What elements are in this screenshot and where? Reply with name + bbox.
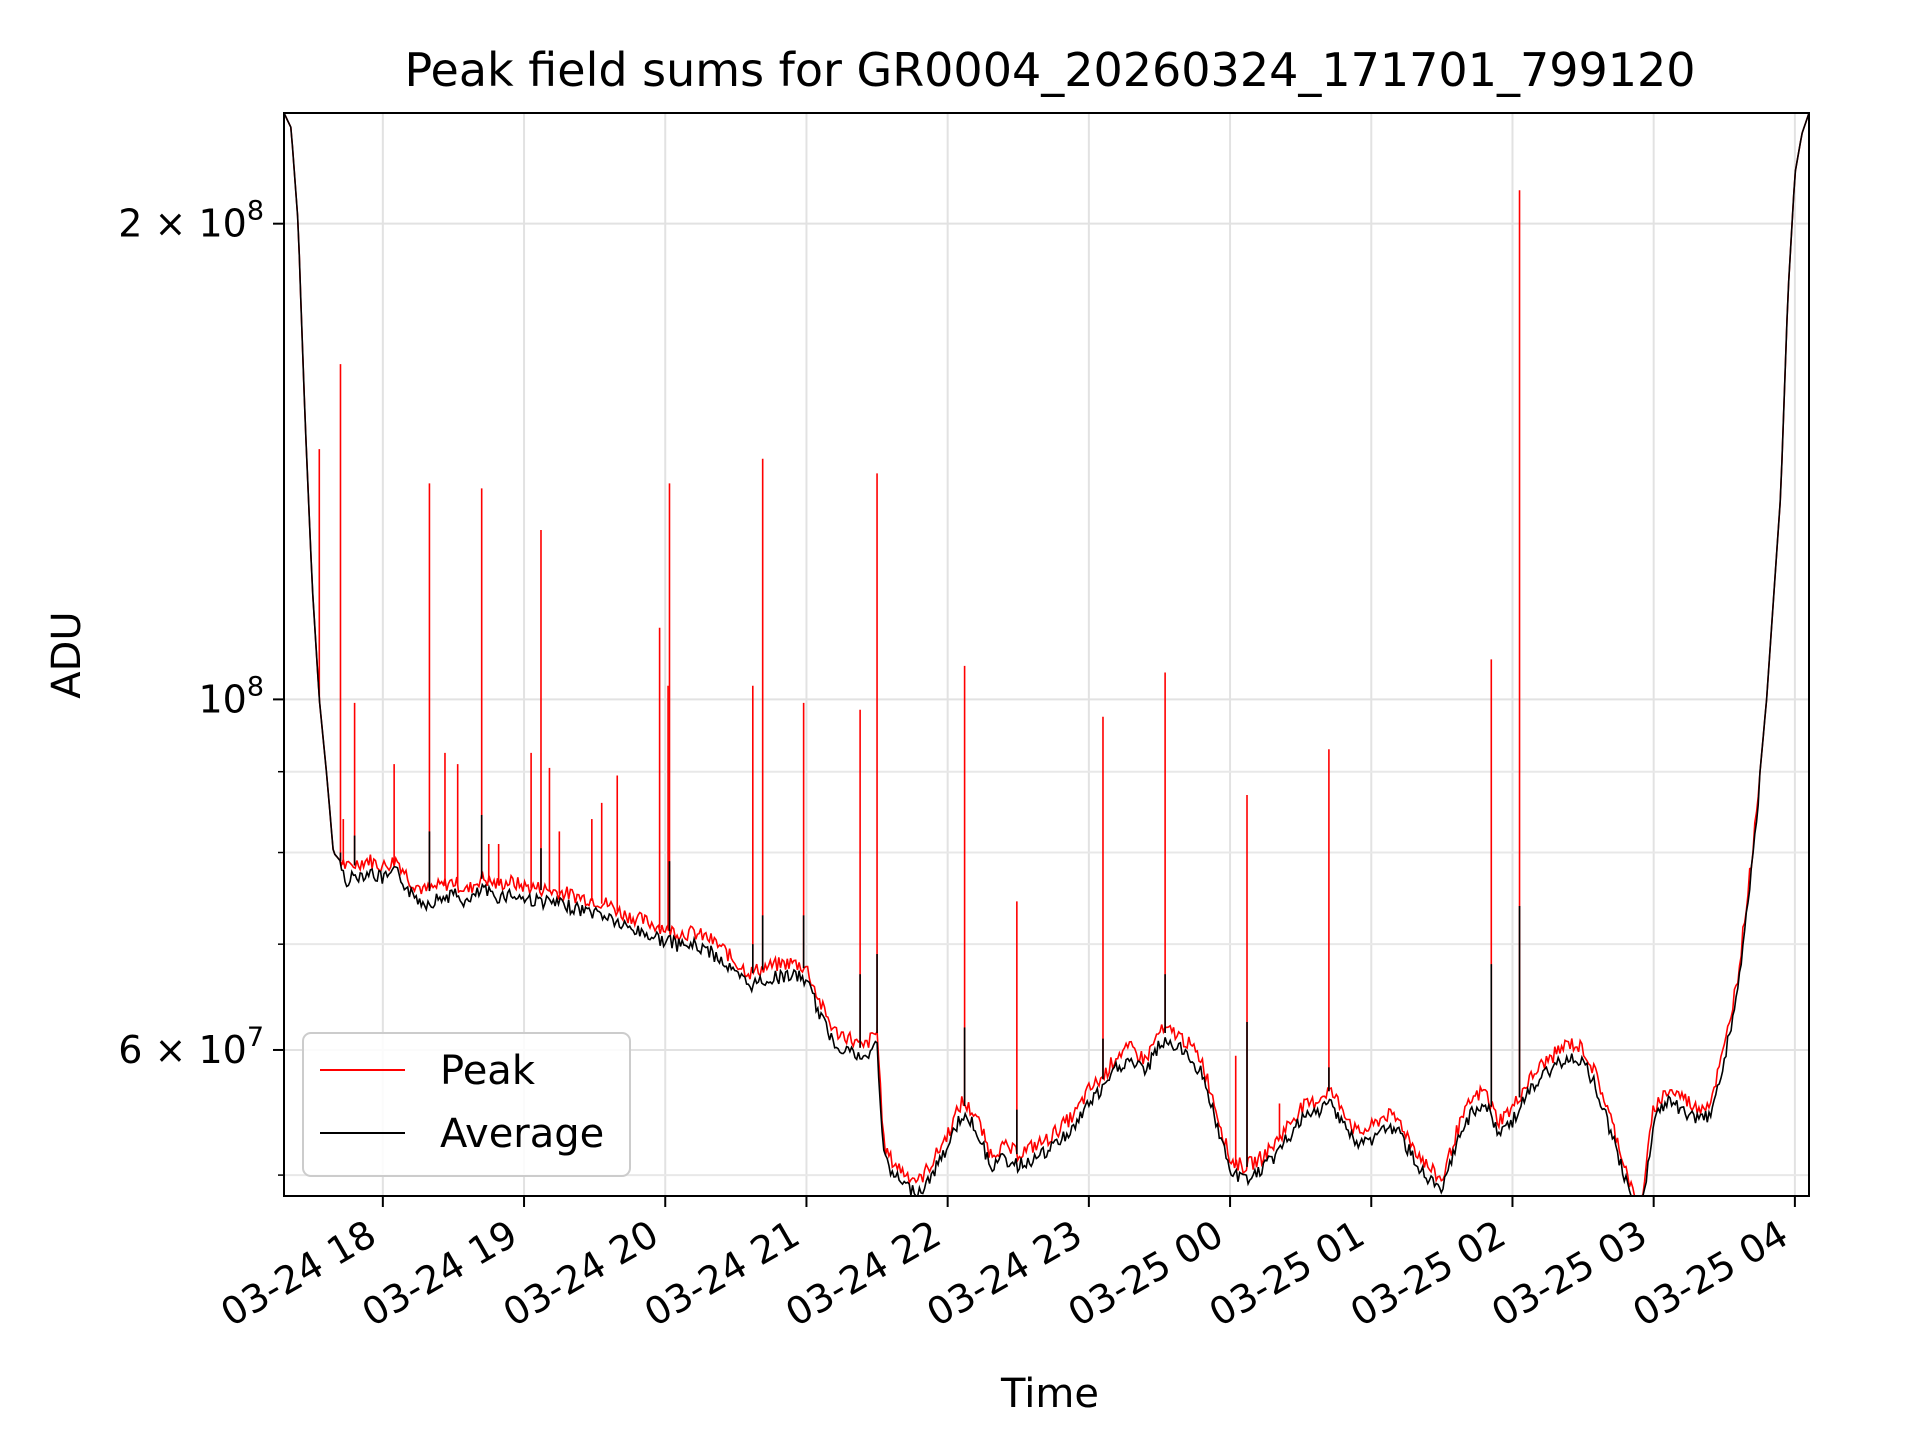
plot-series [283,112,1810,1197]
plot-frame [283,112,1810,1197]
chart-title: Peak field sums for GR0004_20260324_1717… [404,43,1695,97]
y-tick-label: 2 × 108 [118,196,264,246]
grid [284,113,1809,1196]
x-axis-label: Time [1000,1371,1099,1417]
y-tick-label: 108 [198,671,264,721]
legend-box [302,1032,631,1177]
legend: Peak Average [302,1032,631,1177]
peak-series-line [283,112,1810,1197]
y-tick-label: 6 × 107 [118,1022,264,1072]
legend-peak-label: Peak [440,1048,536,1094]
average-series-line [283,112,1810,1197]
legend-average-label: Average [440,1111,604,1157]
y-axis-label: ADU [44,611,90,698]
